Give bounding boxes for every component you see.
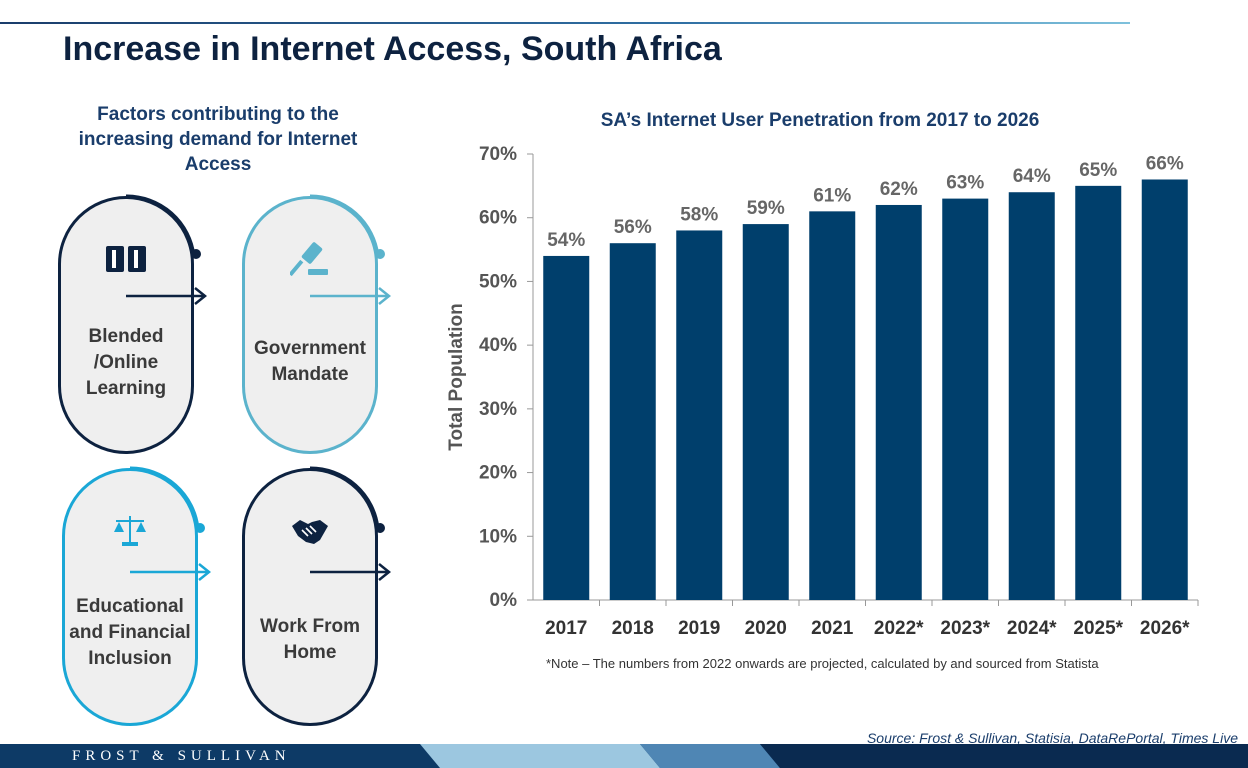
data-label: 54% xyxy=(547,230,585,251)
factors-heading: Factors contributing to the increasing d… xyxy=(78,104,358,175)
data-label: 56% xyxy=(614,217,652,238)
bar xyxy=(1008,192,1055,600)
x-tick-label: 2026* xyxy=(1140,618,1190,639)
x-tick-label: 2025* xyxy=(1073,618,1123,639)
bar xyxy=(742,224,789,600)
y-tick-label: 60% xyxy=(479,208,517,229)
y-tick-label: 40% xyxy=(479,335,517,356)
factor-label-work-from-home: Work From Home xyxy=(260,616,360,663)
factor-label-educational-inclusion: Educational and Financial Inclusion xyxy=(69,596,191,669)
x-tick-label: 2021 xyxy=(811,618,854,639)
x-tick-label: 2017 xyxy=(545,618,587,639)
book-icon xyxy=(96,234,156,284)
frost-sullivan-logo: FROST & SULLIVAN xyxy=(72,748,291,764)
x-tick-label: 2020 xyxy=(745,618,787,639)
bar xyxy=(676,230,723,600)
projection-note: *Note – The numbers from 2022 onwards ar… xyxy=(546,656,1099,671)
data-label: 66% xyxy=(1146,153,1184,174)
source-citation: Source: Frost & Sullivan, Statisia, Data… xyxy=(866,730,1238,746)
data-label: 59% xyxy=(747,198,785,219)
arrow-arc-decoration xyxy=(129,466,212,581)
footer-background xyxy=(0,744,1248,768)
footer-bar: FROST & SULLIVAN xyxy=(0,744,1248,768)
top-rule xyxy=(0,22,1130,24)
data-label: 58% xyxy=(680,204,718,225)
data-label: 62% xyxy=(880,179,918,200)
y-tick-label: 0% xyxy=(490,590,518,611)
y-tick-label: 30% xyxy=(479,399,517,420)
bar xyxy=(609,243,656,600)
bar xyxy=(875,204,922,600)
arrow-arc-decoration xyxy=(309,194,392,305)
y-tick-label: 20% xyxy=(479,463,517,484)
bar-chart: 0% 10% 20% 30% 40% 50% 60% 70% Total Population 5… xyxy=(446,144,1199,639)
bar xyxy=(809,211,856,600)
scales-icon xyxy=(100,506,160,556)
y-tick-label: 10% xyxy=(479,526,517,547)
y-axis-title: Total Population xyxy=(446,303,467,450)
factor-label-blended-learning: Blended /Online Learning xyxy=(85,326,167,399)
data-label: 63% xyxy=(946,173,984,194)
page-title: Increase in Internet Access, South Afric… xyxy=(63,30,722,68)
factor-label-government-mandate: Government Mandate xyxy=(254,338,366,385)
y-tick-label: 50% xyxy=(479,271,517,292)
x-tick-label: 2023* xyxy=(940,618,990,639)
arrow-arc-decoration xyxy=(309,466,392,581)
x-tick-label: 2019 xyxy=(678,618,720,639)
bar xyxy=(942,198,989,600)
chart-title: SA’s Internet User Penetration from 2017… xyxy=(600,110,1040,131)
gavel-icon xyxy=(280,234,340,284)
x-tick-label: 2018 xyxy=(612,618,654,639)
y-tick-label: 70% xyxy=(479,144,517,165)
handshake-icon xyxy=(280,506,340,556)
bar xyxy=(1075,185,1122,600)
x-tick-label: 2024* xyxy=(1007,618,1057,639)
data-label: 64% xyxy=(1013,166,1051,187)
bar xyxy=(1141,179,1188,600)
bar xyxy=(543,255,590,600)
x-tick-label: 2022* xyxy=(874,618,924,639)
arrow-arc-decoration xyxy=(125,194,208,305)
data-label: 65% xyxy=(1079,160,1117,181)
data-label: 61% xyxy=(813,185,851,206)
